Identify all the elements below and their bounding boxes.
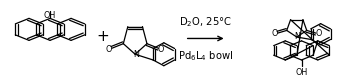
Text: +: +	[96, 29, 109, 44]
Text: Pd$_6$L$_4$ bowl: Pd$_6$L$_4$ bowl	[178, 49, 233, 63]
Text: O: O	[158, 45, 165, 54]
Text: D$_2$O, 25°C: D$_2$O, 25°C	[179, 15, 232, 29]
Text: N: N	[133, 50, 139, 59]
Text: O: O	[272, 29, 278, 38]
Text: OH: OH	[44, 11, 56, 20]
Text: O: O	[316, 29, 322, 38]
Text: OH: OH	[296, 68, 308, 77]
Text: N: N	[294, 32, 300, 41]
Text: O: O	[106, 45, 112, 54]
